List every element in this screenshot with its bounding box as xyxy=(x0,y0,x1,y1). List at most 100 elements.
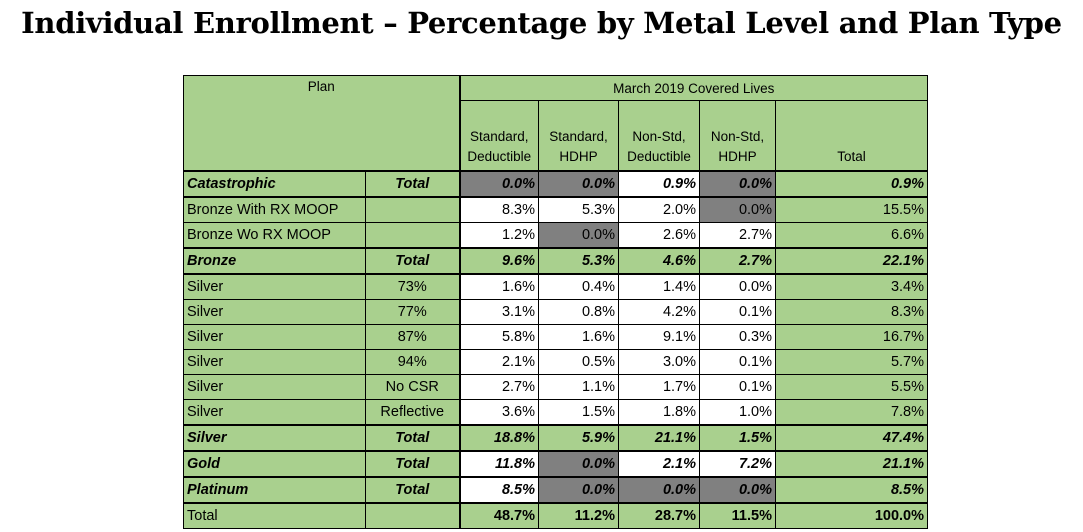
value-cell: 8.5% xyxy=(458,476,539,504)
table-row: Silver 87% 5.8% 1.6% 9.1% 0.3% 16.7% xyxy=(183,324,928,350)
column-header: Standard, Deductible xyxy=(458,100,539,172)
row-total: 21.1% xyxy=(775,450,928,478)
value-cell: 7.2% xyxy=(699,450,776,478)
value-cell: 0.0% xyxy=(538,450,619,478)
value-cell: 1.8% xyxy=(618,399,700,426)
value-cell: 5.8% xyxy=(458,324,539,350)
row-total: 7.8% xyxy=(775,399,928,426)
plan-label: Silver xyxy=(183,374,366,400)
value-cell: 18.8% xyxy=(458,424,539,452)
plan-header: Plan xyxy=(183,75,460,172)
plan-sublabel: 73% xyxy=(365,273,460,300)
value-cell: 1.5% xyxy=(538,399,619,426)
value-cell: 2.6% xyxy=(618,222,700,249)
row-total: 47.4% xyxy=(775,424,928,452)
value-cell: 9.1% xyxy=(618,324,700,350)
value-cell: 0.0% xyxy=(538,170,619,198)
plan-sublabel: Total xyxy=(365,476,460,504)
column-header: Standard, HDHP xyxy=(538,100,619,172)
column-header: Total xyxy=(775,100,928,172)
value-cell: 11.5% xyxy=(699,502,776,529)
plan-sublabel: 94% xyxy=(365,349,460,375)
column-header-line: Standard, xyxy=(469,129,529,144)
plan-label: Silver xyxy=(183,299,366,325)
plan-label: Silver xyxy=(183,324,366,350)
page-title: Individual Enrollment – Percentage by Me… xyxy=(21,6,1062,40)
value-cell: 0.0% xyxy=(538,222,619,249)
plan-sublabel: Reflective xyxy=(365,399,460,426)
enrollment-table: Plan March 2019 Covered Lives Standard, D… xyxy=(183,75,928,529)
value-cell: 0.0% xyxy=(699,476,776,504)
value-cell: 1.6% xyxy=(458,273,539,300)
value-cell: 0.0% xyxy=(538,476,619,504)
value-cell: 2.7% xyxy=(458,374,539,400)
value-cell: 0.8% xyxy=(538,299,619,325)
value-cell: 1.6% xyxy=(538,324,619,350)
column-header-line: Deductible xyxy=(467,149,532,164)
column-header-line: Standard, xyxy=(549,129,608,144)
row-total: 22.1% xyxy=(775,247,928,275)
value-cell: 11.8% xyxy=(458,450,539,478)
value-cell: 0.4% xyxy=(538,273,619,300)
table-row: Bronze Total 9.6% 5.3% 4.6% 2.7% 22.1% xyxy=(183,247,928,275)
column-header-line: Total xyxy=(837,149,866,164)
plan-sublabel: No CSR xyxy=(365,374,460,400)
plan-sublabel: Total xyxy=(365,170,460,198)
plan-label: Catastrophic xyxy=(183,170,366,198)
value-cell: 5.3% xyxy=(538,196,619,223)
table-row: Silver Total 18.8% 5.9% 21.1% 1.5% 47.4% xyxy=(183,424,928,452)
group-header: March 2019 Covered Lives xyxy=(458,75,928,101)
value-cell: 5.3% xyxy=(538,247,619,275)
table-row: Silver Reflective 3.6% 1.5% 1.8% 1.0% 7.8% xyxy=(183,399,928,426)
plan-label: Total xyxy=(183,502,366,529)
table-row: Total 48.7% 11.2% 28.7% 11.5% 100.0% xyxy=(183,502,928,529)
value-cell: 8.3% xyxy=(458,196,539,223)
value-cell: 28.7% xyxy=(618,502,700,529)
value-cell: 0.0% xyxy=(458,170,539,198)
table-row: Bronze With RX MOOP 8.3% 5.3% 2.0% 0.0% 15.5% xyxy=(183,196,928,223)
row-total: 5.5% xyxy=(775,374,928,400)
row-total: 5.7% xyxy=(775,349,928,375)
value-cell: 1.5% xyxy=(699,424,776,452)
row-total: 3.4% xyxy=(775,273,928,300)
value-cell: 2.0% xyxy=(618,196,700,223)
value-cell: 0.0% xyxy=(618,476,700,504)
value-cell: 1.4% xyxy=(618,273,700,300)
plan-sublabel: Total xyxy=(365,247,460,275)
value-cell: 1.2% xyxy=(458,222,539,249)
table-row: Silver 73% 1.6% 0.4% 1.4% 0.0% 3.4% xyxy=(183,273,928,300)
value-cell: 0.1% xyxy=(699,374,776,400)
value-cell: 0.5% xyxy=(538,349,619,375)
plan-label: Gold xyxy=(183,450,366,478)
row-total: 6.6% xyxy=(775,222,928,249)
value-cell: 4.6% xyxy=(618,247,700,275)
table-row: Silver 77% 3.1% 0.8% 4.2% 0.1% 8.3% xyxy=(183,299,928,325)
header-row-2: Standard, Deductible Standard, HDHP Non-Std,… xyxy=(184,100,928,172)
table-row: Gold Total 11.8% 0.0% 2.1% 7.2% 21.1% xyxy=(183,450,928,478)
value-cell: 2.7% xyxy=(699,222,776,249)
row-total: 8.5% xyxy=(775,476,928,504)
column-header-line: Non-Std, xyxy=(710,129,765,144)
value-cell: 0.0% xyxy=(699,273,776,300)
header-row-1: Plan March 2019 Covered Lives xyxy=(183,75,928,172)
value-cell: 3.0% xyxy=(618,349,700,375)
plan-sublabel: Total xyxy=(365,450,460,478)
row-total: 16.7% xyxy=(775,324,928,350)
plan-sublabel xyxy=(365,502,460,529)
column-header-line: Non-Std, xyxy=(632,129,686,144)
plan-label: Silver xyxy=(183,349,366,375)
value-cell: 2.7% xyxy=(699,247,776,275)
value-cell: 4.2% xyxy=(618,299,700,325)
value-cell: 0.1% xyxy=(699,299,776,325)
value-cell: 1.0% xyxy=(699,399,776,426)
table-row: Platinum Total 8.5% 0.0% 0.0% 0.0% 8.5% xyxy=(183,476,928,504)
value-cell: 0.0% xyxy=(699,196,776,223)
plan-label: Platinum xyxy=(183,476,366,504)
plan-sublabel xyxy=(365,222,460,249)
plan-label: Silver xyxy=(183,273,366,300)
table-row: Bronze Wo RX MOOP 1.2% 0.0% 2.6% 2.7% 6.6% xyxy=(183,222,928,249)
value-cell: 0.1% xyxy=(699,349,776,375)
column-header-line: Deductible xyxy=(627,149,691,164)
value-cell: 0.3% xyxy=(699,324,776,350)
column-header: Non-Std, HDHP xyxy=(699,100,776,172)
